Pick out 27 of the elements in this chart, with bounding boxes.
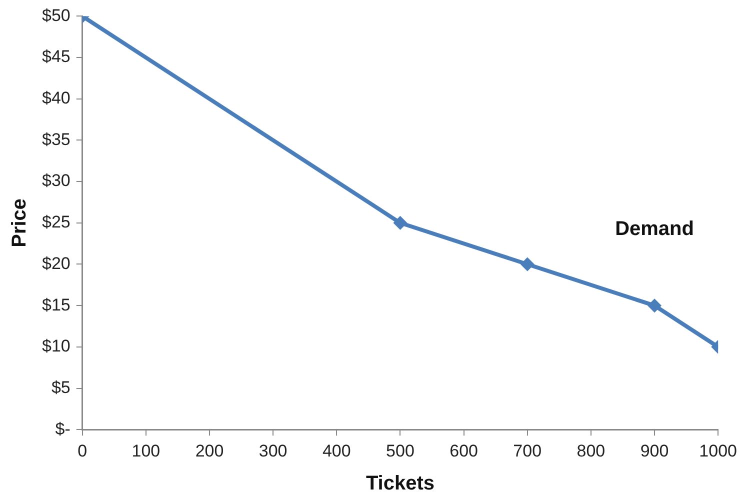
x-tick-label: 600 bbox=[450, 441, 478, 460]
x-tick-label: 0 bbox=[78, 441, 88, 460]
text: Demand bbox=[615, 218, 694, 240]
x-tick-label: 300 bbox=[258, 441, 288, 460]
y-tick-label: $45 bbox=[42, 47, 70, 66]
y-tick-label: $10 bbox=[42, 336, 70, 356]
x-tick-label: 400 bbox=[322, 441, 351, 460]
point bbox=[393, 216, 408, 230]
y-tick-label: $20 bbox=[42, 254, 70, 273]
x-tick-label: 1000 bbox=[699, 441, 738, 460]
x-tick-label: 500 bbox=[386, 441, 414, 460]
y-tick-label: $35 bbox=[42, 130, 70, 149]
y-tick-label: $- bbox=[55, 419, 70, 438]
x-axis-title: Tickets bbox=[366, 472, 435, 495]
y-tick-label: $40 bbox=[42, 88, 70, 108]
x-tick-label: 800 bbox=[576, 441, 606, 460]
y-axis-title: Price bbox=[8, 198, 31, 248]
y-tick-label: $30 bbox=[42, 171, 70, 190]
x-tick-label: 700 bbox=[513, 441, 542, 460]
point bbox=[520, 257, 534, 272]
y-tick-label: $5 bbox=[51, 378, 70, 397]
x-tick-label: 900 bbox=[640, 441, 669, 460]
y-tick-label: $25 bbox=[42, 212, 70, 232]
x-tick-label: 100 bbox=[132, 441, 160, 460]
x-tick-label: 200 bbox=[195, 441, 224, 460]
y-tick-label: $50 bbox=[42, 6, 70, 25]
y-tick-label: $15 bbox=[42, 295, 70, 314]
